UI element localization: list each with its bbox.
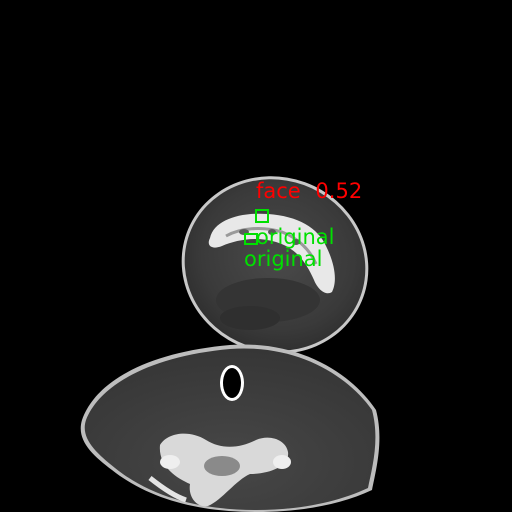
detection-label: face 0.52	[256, 181, 362, 202]
annotation-label-2: original	[244, 247, 323, 271]
upper-cross-section	[181, 176, 369, 354]
detection-score: 0.52	[315, 179, 363, 203]
detection-class: face	[256, 179, 301, 203]
lower-cross-section	[80, 344, 380, 512]
annotation-box-1	[255, 209, 269, 223]
annotation-label-1: original	[256, 225, 335, 249]
annotation-box-2	[244, 233, 258, 245]
